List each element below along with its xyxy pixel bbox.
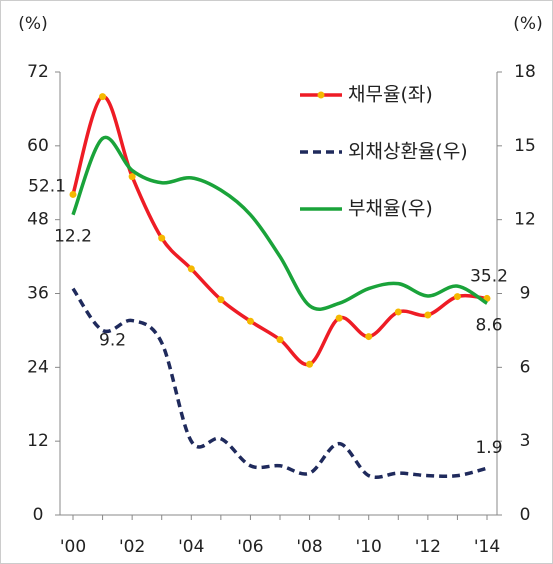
- y2-tick-label: 6: [520, 357, 531, 377]
- data-label: 9.2: [99, 330, 126, 350]
- series-line: [71, 94, 488, 367]
- marker: [217, 296, 225, 304]
- x-tick-label: '02: [119, 537, 145, 557]
- marker: [99, 93, 107, 101]
- marker: [246, 317, 254, 325]
- y-tick-label: 60: [27, 136, 49, 156]
- y2-tick-label: 3: [520, 431, 531, 451]
- marker: [158, 234, 166, 242]
- y-tick-label: 48: [27, 210, 49, 230]
- y2-tick-label: 15: [514, 136, 536, 156]
- x-tick-label: '10: [356, 537, 382, 557]
- y2-tick-label: 18: [514, 62, 536, 82]
- y-tick-label: 36: [27, 284, 49, 304]
- x-tick-label: '12: [415, 537, 441, 557]
- marker: [335, 314, 343, 322]
- y2-tick-label: 0: [520, 505, 531, 525]
- data-label: 1.9: [475, 438, 502, 458]
- y-tick-label: 24: [27, 357, 49, 377]
- legend-label: 채무율(좌): [348, 84, 433, 106]
- marker: [128, 173, 136, 181]
- series-line: [71, 135, 488, 311]
- marker: [424, 311, 432, 319]
- legend-marker: [317, 91, 325, 99]
- x-tick-label: '04: [178, 537, 204, 557]
- x-tick-label: '00: [60, 537, 86, 557]
- y-tick-label: 72: [27, 62, 49, 82]
- marker: [187, 265, 195, 273]
- marker: [394, 308, 402, 316]
- marker: [276, 336, 284, 344]
- y-axis-label: (%): [18, 14, 47, 34]
- legend-label: 부채율(우): [348, 198, 433, 220]
- y-tick-label: 0: [33, 505, 44, 525]
- y-tick-label: 12: [27, 431, 49, 451]
- data-label: 35.2: [470, 266, 508, 286]
- data-label: 52.1: [28, 176, 66, 196]
- data-label: 12.2: [54, 227, 92, 247]
- x-tick-label: '14: [474, 537, 500, 557]
- x-tick-label: '08: [296, 537, 322, 557]
- y2-tick-label: 12: [514, 210, 536, 230]
- marker: [306, 360, 314, 368]
- marker: [453, 293, 461, 301]
- y2-tick-label: 9: [520, 284, 531, 304]
- marker: [365, 333, 373, 341]
- marker: [69, 190, 77, 198]
- x-tick-label: '06: [237, 537, 263, 557]
- data-label: 8.6: [475, 315, 502, 335]
- legend-label: 외채상환율(우): [348, 141, 468, 163]
- series-line: [71, 287, 488, 480]
- y2-axis-label: (%): [513, 14, 542, 34]
